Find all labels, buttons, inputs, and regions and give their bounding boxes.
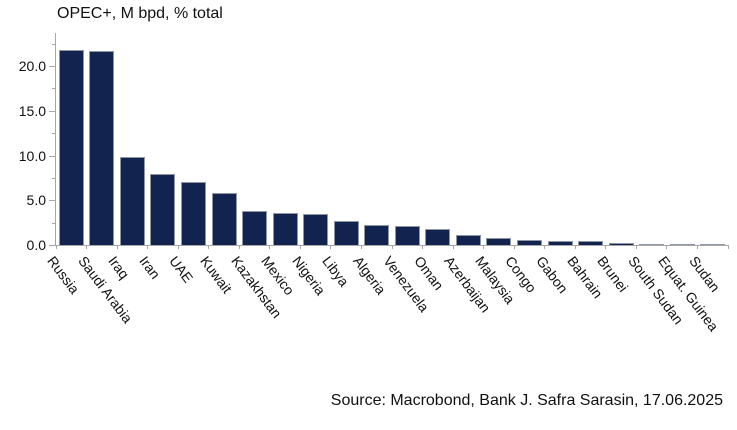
bar-algeria	[364, 225, 390, 245]
bar-kuwait	[211, 193, 237, 245]
bar-kazakhstan	[242, 211, 268, 245]
x-axis-labels: Russia Saudi Arabia Iraq Iran UAE Kuwait Kazak…	[44, 245, 737, 375]
y-axis-tick-label: 15.0	[18, 102, 46, 119]
bar-oman	[425, 228, 451, 245]
bar-iraq	[119, 157, 145, 245]
x-axis-label: Gabon	[533, 253, 572, 297]
x-axis-tick	[696, 245, 698, 249]
x-axis-tick	[483, 245, 485, 249]
y-axis-major-tick	[49, 66, 55, 68]
y-axis-major-tick	[49, 245, 55, 246]
source-attribution: Source: Macrobond, Bank J. Safra Sarasin…	[330, 392, 723, 409]
bar-equat-guinea	[669, 244, 695, 245]
y-axis-minor-tick	[52, 177, 55, 179]
x-axis-tick	[513, 245, 515, 249]
bar-malaysia	[486, 237, 512, 245]
x-axis-tick	[116, 245, 118, 249]
bar-brunei	[608, 243, 634, 245]
x-axis-label: Kuwait	[197, 253, 236, 297]
bar-saudi-arabia	[89, 50, 115, 245]
chart-title: OPEC+, M bpd, % total	[57, 5, 223, 22]
bar-nigeria	[303, 213, 329, 245]
y-axis-tick-label: 0.0	[26, 237, 46, 253]
x-axis-tick	[360, 245, 362, 249]
x-axis-tick	[86, 245, 88, 249]
bar-venezuela	[394, 226, 420, 245]
y-axis-minor-tick	[52, 43, 55, 45]
plot-area: 0.0 5.0 10.0 15.0 20.0	[19, 33, 729, 253]
x-axis-tick	[177, 245, 179, 249]
y-axis-minor-tick	[52, 222, 55, 224]
x-axis-tick	[299, 245, 301, 249]
x-axis-tick	[208, 245, 210, 249]
bar-south-sudan	[639, 243, 665, 245]
x-axis-tick	[391, 245, 393, 249]
y-axis-minor-tick	[52, 88, 55, 90]
x-axis-label: Iran	[136, 253, 164, 282]
x-axis-tick	[727, 245, 729, 249]
bar-uae	[180, 181, 206, 245]
bar-mexico	[272, 212, 298, 245]
bar-iran	[150, 174, 176, 245]
x-axis-tick	[238, 245, 240, 249]
x-axis-tick	[544, 245, 546, 249]
x-axis-label: UAE	[166, 253, 197, 286]
y-axis-tick-label: 20.0	[18, 58, 46, 75]
y-axis-tick-label: 10.0	[18, 147, 46, 164]
x-axis-tick	[330, 245, 332, 249]
x-axis-label: Iraq	[105, 253, 133, 282]
y-axis-major-tick	[49, 200, 55, 202]
bar-bahrain	[578, 241, 604, 245]
x-axis-tick	[55, 245, 57, 249]
x-axis-tick	[574, 245, 576, 249]
bar-libya	[333, 220, 359, 245]
x-axis-tick	[422, 245, 424, 249]
x-axis-tick	[605, 245, 607, 249]
x-axis-tick	[269, 245, 271, 249]
y-axis-major-tick	[49, 110, 55, 112]
bar-congo	[516, 239, 542, 245]
y-axis-tick-label: 5.0	[26, 192, 46, 209]
x-axis-tick	[635, 245, 637, 249]
y-axis-major-tick	[49, 155, 55, 157]
bar-russia	[58, 50, 84, 245]
x-axis-tick	[666, 245, 668, 249]
y-axis-minor-tick	[52, 133, 55, 135]
bar-azerbaijan	[455, 235, 481, 245]
x-axis-tick	[147, 245, 149, 249]
bar-sudan	[700, 244, 726, 245]
bar-gabon	[547, 240, 573, 245]
x-axis-tick	[452, 245, 454, 249]
